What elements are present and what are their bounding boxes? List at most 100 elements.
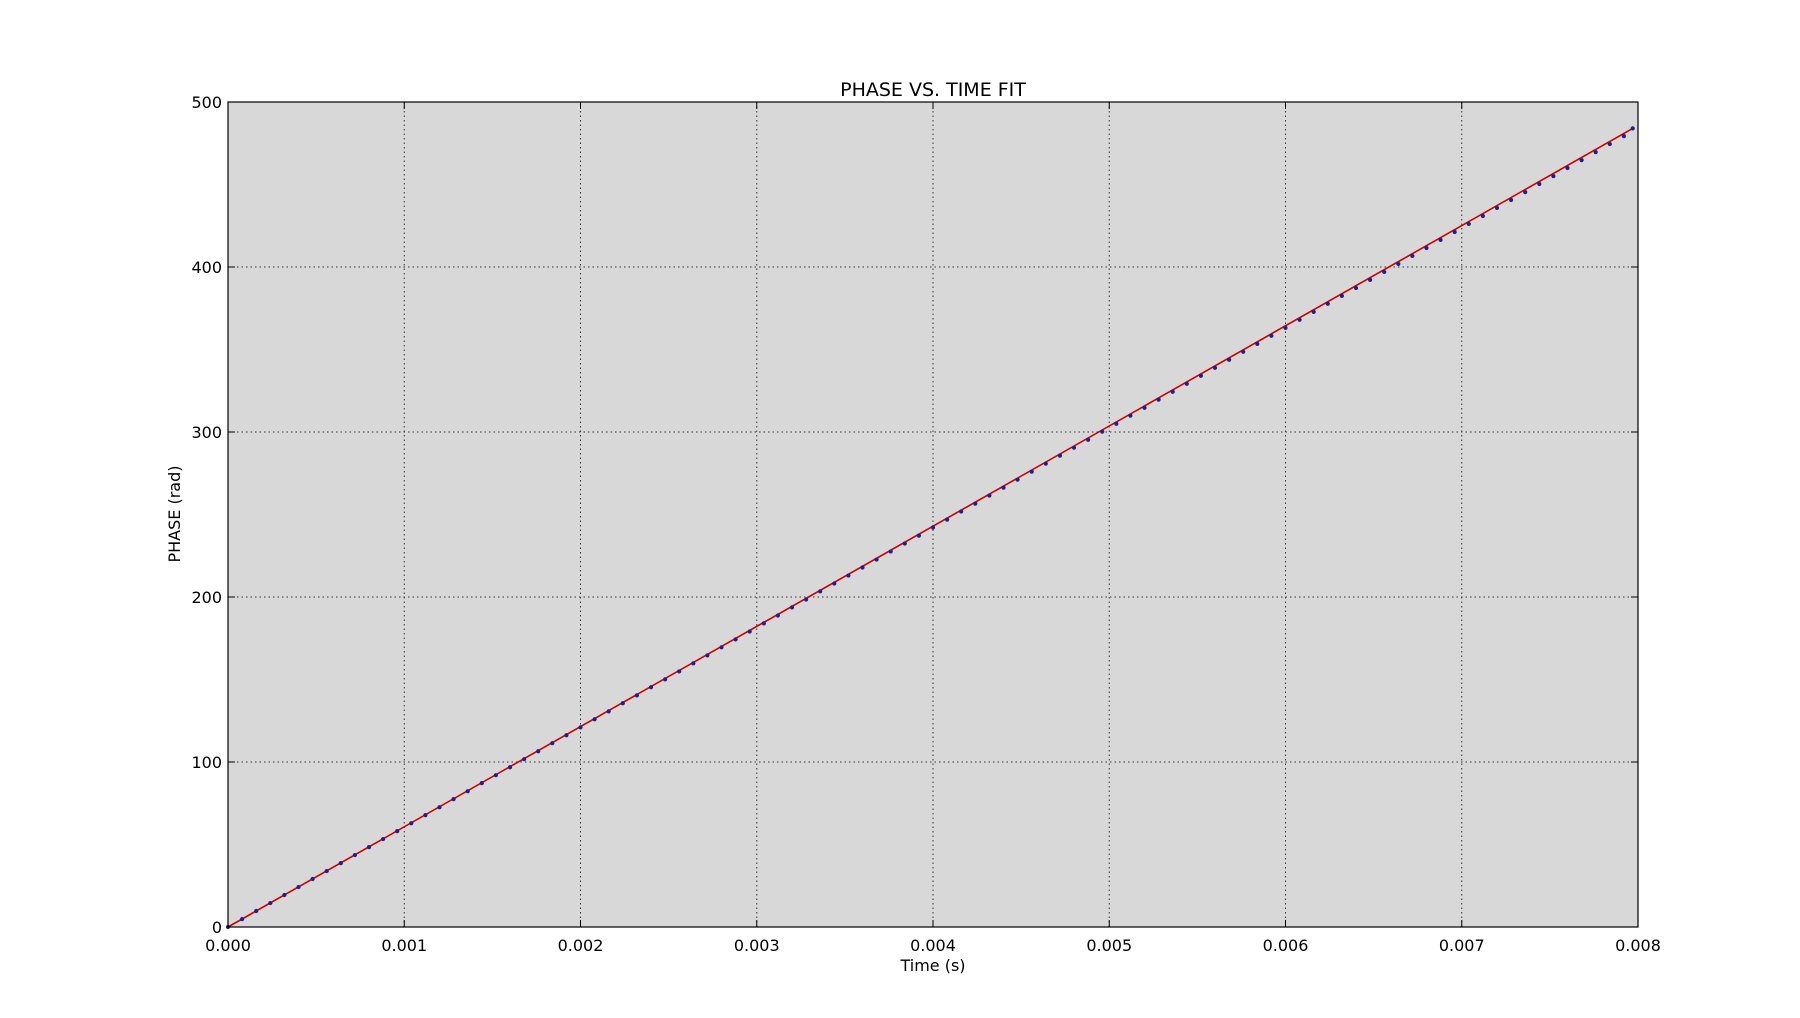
data-point: [1114, 421, 1119, 426]
data-point: [648, 685, 654, 690]
data-point: [296, 884, 301, 890]
data-point: [1100, 429, 1105, 434]
data-point: [1086, 437, 1091, 442]
data-point: [620, 701, 625, 706]
data-point: [240, 916, 245, 922]
y-tick-label: 100: [191, 753, 222, 772]
data-point: [818, 589, 823, 594]
data-point: [1621, 134, 1626, 139]
data-point: [1579, 157, 1584, 163]
data-point: [1382, 269, 1387, 275]
data-point: [564, 733, 569, 738]
y-tick-label: 400: [191, 258, 222, 277]
data-points-series: [225, 126, 1635, 930]
y-axis-ticks: 0 100 200 300 400 500: [191, 93, 1638, 937]
grid: [228, 102, 1638, 927]
data-point: [973, 501, 978, 506]
data-point: [1227, 357, 1232, 362]
data-point: [1015, 477, 1020, 482]
data-point: [1537, 181, 1542, 187]
data-point: [451, 797, 456, 802]
data-point: [1353, 285, 1359, 291]
data-point: [324, 868, 329, 874]
data-point: [733, 637, 738, 642]
x-tick-label: 0.001: [381, 936, 427, 955]
data-point: [1452, 229, 1457, 235]
data-point: [1396, 261, 1401, 266]
x-tick-label: 0.005: [1086, 936, 1132, 955]
data-point: [832, 581, 837, 586]
data-point: [860, 565, 865, 570]
data-point: [1593, 150, 1598, 155]
data-point: [1565, 165, 1570, 171]
data-point: [663, 677, 668, 682]
chart-title: PHASE VS. TIME FIT: [840, 79, 1026, 101]
data-point: [1410, 253, 1415, 259]
data-point: [959, 509, 964, 514]
data-point: [1509, 197, 1514, 203]
data-point: [522, 757, 527, 762]
data-point: [395, 829, 400, 834]
data-point: [804, 597, 809, 602]
data-point: [338, 861, 343, 866]
data-point: [1297, 317, 1302, 322]
data-point: [987, 493, 992, 498]
data-point: [465, 789, 470, 794]
data-point: [789, 605, 795, 610]
fit-line: [227, 127, 1634, 928]
x-tick-label: 0.007: [1439, 936, 1485, 955]
data-point: [1184, 381, 1189, 386]
data-point: [1241, 349, 1246, 354]
data-point: [1438, 237, 1443, 243]
data-point: [550, 741, 555, 746]
y-tick-label: 200: [191, 588, 222, 607]
data-point: [1142, 405, 1147, 410]
plot-background: [228, 102, 1638, 927]
data-point: [677, 669, 682, 674]
data-point: [1523, 189, 1528, 195]
data-point: [366, 845, 372, 850]
data-point: [352, 852, 357, 858]
data-point: [1128, 413, 1133, 418]
x-tick-label: 0.004: [910, 936, 956, 955]
x-tick-label: 0.006: [1263, 936, 1309, 955]
data-point: [1311, 309, 1316, 314]
y-tick-label: 0: [212, 918, 222, 937]
data-point: [1001, 485, 1006, 490]
fit-line-series: [227, 127, 1634, 928]
data-point: [437, 805, 442, 810]
data-point: [1551, 173, 1556, 179]
data-point: [409, 821, 414, 826]
data-point: [1339, 293, 1344, 298]
data-point: [578, 725, 583, 730]
x-tick-label: 0.008: [1615, 936, 1661, 955]
data-point: [1607, 141, 1612, 147]
data-point: [479, 781, 484, 786]
data-point: [1198, 373, 1203, 378]
data-point: [775, 613, 781, 618]
data-point: [1269, 333, 1274, 338]
data-point: [1043, 461, 1048, 466]
data-point: [874, 557, 879, 562]
data-point: [1029, 469, 1034, 474]
data-point: [1494, 205, 1500, 211]
data-point: [1325, 301, 1330, 306]
data-point: [381, 836, 386, 842]
x-tick-label: 0.002: [558, 936, 604, 955]
x-tick-label: 0.003: [734, 936, 780, 955]
data-point: [1283, 325, 1288, 330]
data-point: [1212, 365, 1218, 370]
data-point: [1057, 453, 1062, 458]
data-point: [606, 709, 611, 714]
data-point: [254, 908, 259, 914]
data-point: [1255, 341, 1260, 346]
y-tick-label: 300: [191, 423, 222, 442]
data-point: [1368, 277, 1373, 282]
data-point: [761, 621, 766, 626]
data-point: [634, 693, 640, 698]
data-point: [423, 813, 428, 818]
data-point: [507, 765, 513, 770]
data-point: [1630, 126, 1635, 131]
data-point: [493, 773, 498, 778]
y-tick-label: 500: [191, 93, 222, 112]
